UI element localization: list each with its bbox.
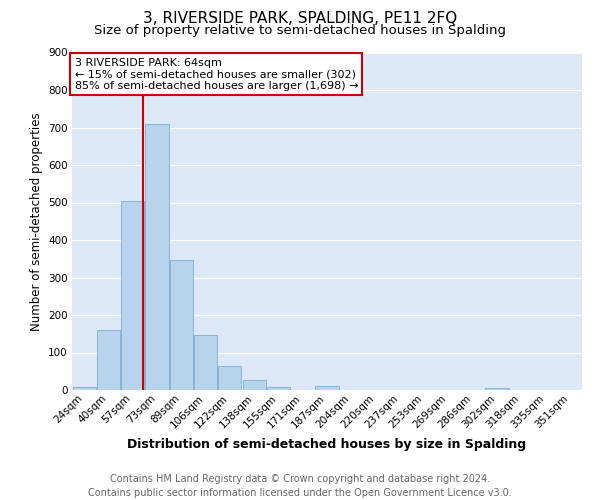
Y-axis label: Number of semi-detached properties: Number of semi-detached properties	[29, 112, 43, 330]
Bar	[218, 366, 241, 390]
Text: 3, RIVERSIDE PARK, SPALDING, PE11 2FQ: 3, RIVERSIDE PARK, SPALDING, PE11 2FQ	[143, 11, 457, 26]
Bar	[242, 380, 266, 390]
X-axis label: Distribution of semi-detached houses by size in Spalding: Distribution of semi-detached houses by …	[127, 438, 527, 451]
Bar	[145, 124, 169, 390]
Bar	[170, 260, 193, 390]
Bar	[121, 200, 144, 390]
Bar	[316, 386, 338, 390]
Bar	[73, 387, 95, 390]
Bar	[267, 387, 290, 390]
Text: Contains HM Land Registry data © Crown copyright and database right 2024.
Contai: Contains HM Land Registry data © Crown c…	[88, 474, 512, 498]
Bar	[485, 388, 509, 390]
Text: Size of property relative to semi-detached houses in Spalding: Size of property relative to semi-detach…	[94, 24, 506, 37]
Bar	[97, 330, 120, 390]
Bar	[194, 334, 217, 390]
Text: 3 RIVERSIDE PARK: 64sqm
← 15% of semi-detached houses are smaller (302)
85% of s: 3 RIVERSIDE PARK: 64sqm ← 15% of semi-de…	[74, 58, 358, 91]
